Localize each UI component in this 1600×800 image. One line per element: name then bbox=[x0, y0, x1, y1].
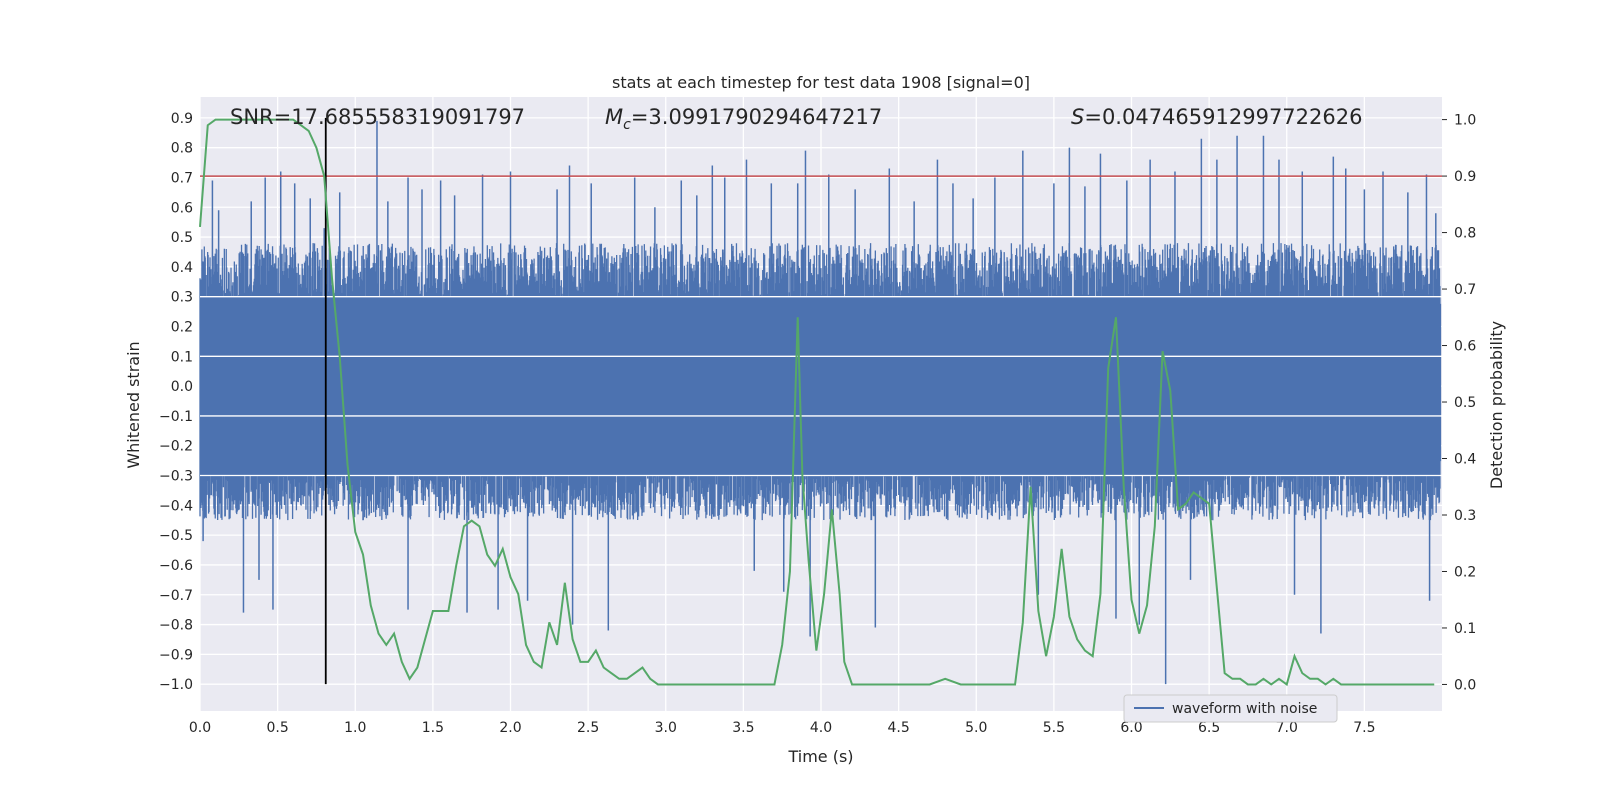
x-tick-label: 1.5 bbox=[422, 720, 444, 736]
y2-tick-label: 0.1 bbox=[1454, 621, 1476, 637]
s-symbol: S bbox=[1071, 105, 1084, 129]
x-tick-label: 2.0 bbox=[499, 720, 521, 736]
y2-tick-label: 0.2 bbox=[1454, 564, 1476, 580]
y-tick-label: −0.5 bbox=[159, 528, 193, 544]
y2-tick-label: 1.0 bbox=[1454, 113, 1476, 129]
legend-box bbox=[1123, 694, 1338, 723]
waveform-core-band bbox=[200, 296, 1441, 476]
y-tick-label: 0.5 bbox=[171, 230, 193, 246]
x-tick-label: 3.5 bbox=[732, 720, 754, 736]
y-tick-label: 0.7 bbox=[171, 170, 193, 186]
mc-annotation: Mc=3.0991790294647217 bbox=[605, 105, 882, 133]
x-tick-label: 4.0 bbox=[810, 720, 832, 736]
y-tick-label: 0.1 bbox=[171, 349, 193, 365]
legend-label: waveform with noise bbox=[1172, 701, 1317, 717]
mc-value: =3.0991790294647217 bbox=[631, 105, 882, 129]
probability-series bbox=[199, 118, 1435, 687]
waveform-series bbox=[199, 120, 1442, 685]
x-tick-label: 0.0 bbox=[189, 720, 211, 736]
y-tick-label: −1.0 bbox=[159, 677, 193, 693]
x-tick-label: 7.0 bbox=[1276, 720, 1298, 736]
legend: waveform with noise bbox=[1123, 694, 1338, 723]
x-axis-label: Time (s) bbox=[787, 747, 853, 766]
y-tick-label: 0.2 bbox=[171, 320, 193, 336]
x-tick-label: 6.0 bbox=[1120, 720, 1142, 736]
s-annotation: S=0.047465912997722626 bbox=[1071, 105, 1362, 129]
y-tick-label: 0.8 bbox=[171, 141, 193, 157]
y-tick-label: −0.3 bbox=[159, 469, 193, 485]
chart-title: stats at each timestep for test data 190… bbox=[612, 73, 1030, 92]
y-tick-label: 0.6 bbox=[171, 200, 193, 216]
y-tick-label: 0.4 bbox=[171, 260, 193, 276]
x-tick-label: 1.0 bbox=[344, 720, 366, 736]
y2-tick-label: 0.4 bbox=[1454, 452, 1476, 468]
y2-tick-label: 0.6 bbox=[1454, 339, 1476, 355]
x-tick-label: 3.0 bbox=[655, 720, 677, 736]
y-tick-label: −0.6 bbox=[159, 558, 193, 574]
s-value: =0.047465912997722626 bbox=[1084, 105, 1362, 129]
y-axis-label: Whitened strain bbox=[124, 341, 143, 468]
y-tick-label: −0.9 bbox=[159, 647, 193, 663]
y2-tick-label: 0.5 bbox=[1454, 395, 1476, 411]
y2-tick-label: 0.9 bbox=[1454, 169, 1476, 185]
x-tick-label: 4.5 bbox=[887, 720, 909, 736]
snr-annotation: SNR=17.685558319091797 bbox=[230, 105, 525, 129]
mc-subscript: c bbox=[623, 117, 631, 133]
y-tick-label: −0.8 bbox=[159, 618, 193, 634]
x-tick-label: 6.5 bbox=[1198, 720, 1220, 736]
x-tick-label: 2.5 bbox=[577, 720, 599, 736]
y2-tick-label: 0.8 bbox=[1454, 226, 1476, 242]
y-tick-label: −0.4 bbox=[159, 498, 193, 514]
y-tick-label: 0.9 bbox=[171, 111, 193, 127]
y-tick-label: −0.1 bbox=[159, 409, 193, 425]
y2-axis-label: Detection probability bbox=[1487, 321, 1506, 489]
y-tick-label: −0.2 bbox=[159, 439, 193, 455]
y-tick-label: −0.7 bbox=[159, 588, 193, 604]
x-tick-label: 7.5 bbox=[1353, 720, 1375, 736]
y2-tick-label: 0.3 bbox=[1454, 508, 1476, 524]
x-tick-label: 0.5 bbox=[266, 720, 288, 736]
x-tick-label: 5.5 bbox=[1043, 720, 1065, 736]
y2-tick-label: 0.0 bbox=[1454, 677, 1476, 693]
axis-ticks: 0.0 0.5 1.0 1.5 2.0 2.5 3.0 3.5 4.0 4.5 5.0 5.5 6.0 6… bbox=[159, 111, 1476, 736]
y-tick-label: 0.3 bbox=[171, 290, 193, 306]
mc-symbol: M bbox=[605, 105, 623, 129]
y-tick-label: 0.0 bbox=[171, 379, 193, 395]
x-tick-label: 5.0 bbox=[965, 720, 987, 736]
y2-tick-label: 0.7 bbox=[1454, 282, 1476, 298]
